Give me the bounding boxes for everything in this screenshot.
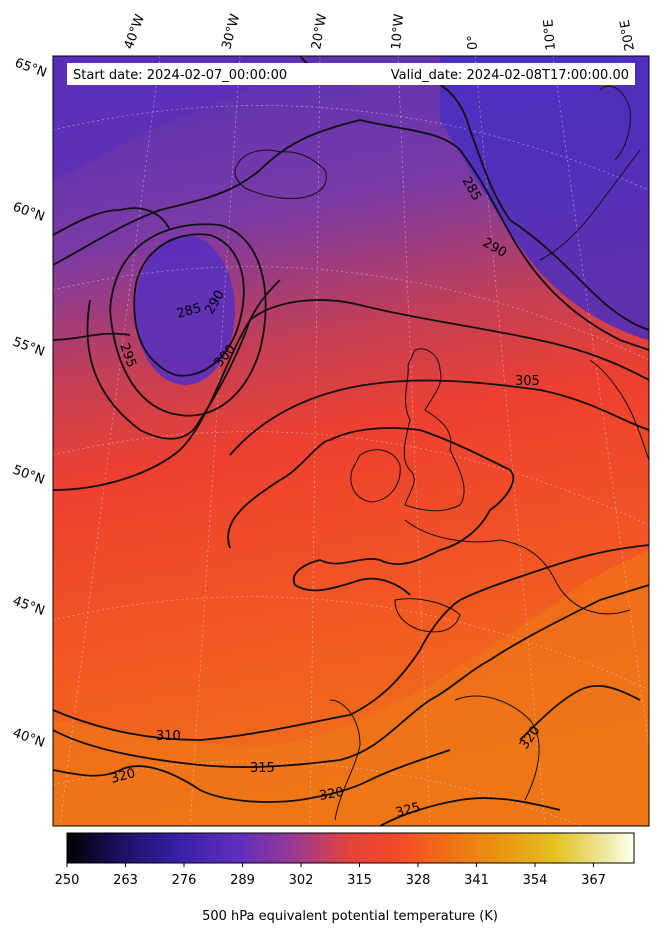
start-date-label: Start date: 2024-02-07_00:00:00: [73, 68, 287, 83]
longitude-label: 20°E: [618, 19, 638, 52]
contour-label: 320: [318, 785, 345, 804]
map-area: 285 285 290 290 295 300 305 310 315 320 …: [53, 56, 649, 826]
contour-320-east: [519, 685, 641, 741]
colorbar-title: 500 hPa equivalent potential temperature…: [202, 909, 498, 924]
colorbar-tick-label: 315: [347, 873, 372, 888]
contour-310: [53, 544, 649, 741]
longitude-label: 40°W: [122, 12, 148, 51]
mediterranean-coast: [454, 695, 540, 801]
valid-date-label: Valid_date: 2024-02-08T17:00:00.00: [391, 68, 629, 83]
contour-label: 320: [109, 766, 137, 787]
scandinavia-north-coast: [599, 85, 631, 161]
colorbar-tick-label: 289: [230, 873, 255, 888]
colorbar-tick-label: 302: [289, 873, 314, 888]
contour-320-west: [53, 749, 451, 803]
iceland-coast: [234, 149, 327, 199]
contour-label: 305: [515, 374, 540, 389]
longitude-label: 20°W: [309, 13, 330, 51]
colorbar: 250 263 276 289 302 315 328 341 354 367 500 hPa e…: [55, 832, 635, 924]
contour-315: [53, 584, 649, 768]
contour-310-center: [227, 427, 515, 596]
longitude-label: 10°E: [541, 19, 559, 51]
contour-label: 315: [250, 761, 275, 776]
contour-label: 310: [156, 729, 181, 744]
ireland-coast: [350, 449, 401, 503]
great-britain-coast: [403, 348, 465, 512]
colorbar-tick-label: 328: [406, 873, 431, 888]
colorbar-tick-label: 367: [581, 873, 606, 888]
contour-label: 325: [394, 800, 422, 821]
contour-300-west: [53, 332, 131, 341]
contour-290-low: [109, 223, 267, 417]
colorbar-tick-label: 341: [464, 873, 489, 888]
latitude-label: 50°N: [11, 463, 47, 488]
map-frame: [52, 55, 650, 827]
latitude-labels: 65°N 60°N 55°N 50°N 45°N 40°N: [11, 56, 49, 751]
latitude-label: 60°N: [11, 200, 47, 225]
longitude-labels: 40°W 30°W 20°W 10°W 0° 10°E 20°E: [122, 12, 638, 52]
latitude-label: 40°N: [11, 726, 47, 751]
colorbar-tick-label: 354: [523, 873, 548, 888]
contour-290: [53, 119, 649, 351]
contour-305: [229, 379, 649, 456]
contour-300: [53, 299, 649, 491]
biscay-coast: [394, 598, 461, 633]
colorbar-tick-label: 263: [113, 873, 138, 888]
colorbar-ticks: 250 263 276 289 302 315 328 341 354 367: [55, 863, 606, 888]
cold-region-northeast: [440, 56, 649, 340]
contour-285-low: [133, 233, 245, 377]
contour-325: [379, 797, 561, 826]
longitude-label: 30°W: [219, 12, 243, 51]
colorbar-tick-label: 250: [55, 873, 80, 888]
latitude-label: 65°N: [13, 56, 49, 81]
portugal-coast: [329, 699, 361, 821]
contour-295: [86, 279, 281, 440]
colorbar-tick-label: 276: [172, 873, 197, 888]
contour-295-west: [53, 207, 171, 236]
graticule: [53, 56, 649, 826]
longitude-label: 0°: [466, 35, 481, 50]
latitude-label: 45°N: [11, 594, 47, 619]
coastlines: [234, 85, 649, 821]
contour-label: 285: [175, 301, 203, 322]
date-info-box: [67, 63, 635, 85]
france-coast: [404, 519, 631, 615]
latitude-label: 55°N: [11, 335, 47, 360]
cold-low-atlantic: [135, 235, 235, 385]
longitude-label: 10°W: [389, 13, 407, 50]
colorbar-gradient: [66, 832, 635, 864]
contour-lines: [53, 56, 649, 826]
denmark-coast: [589, 359, 649, 461]
norway-coast: [539, 149, 641, 261]
warm-region-south: [53, 550, 649, 826]
